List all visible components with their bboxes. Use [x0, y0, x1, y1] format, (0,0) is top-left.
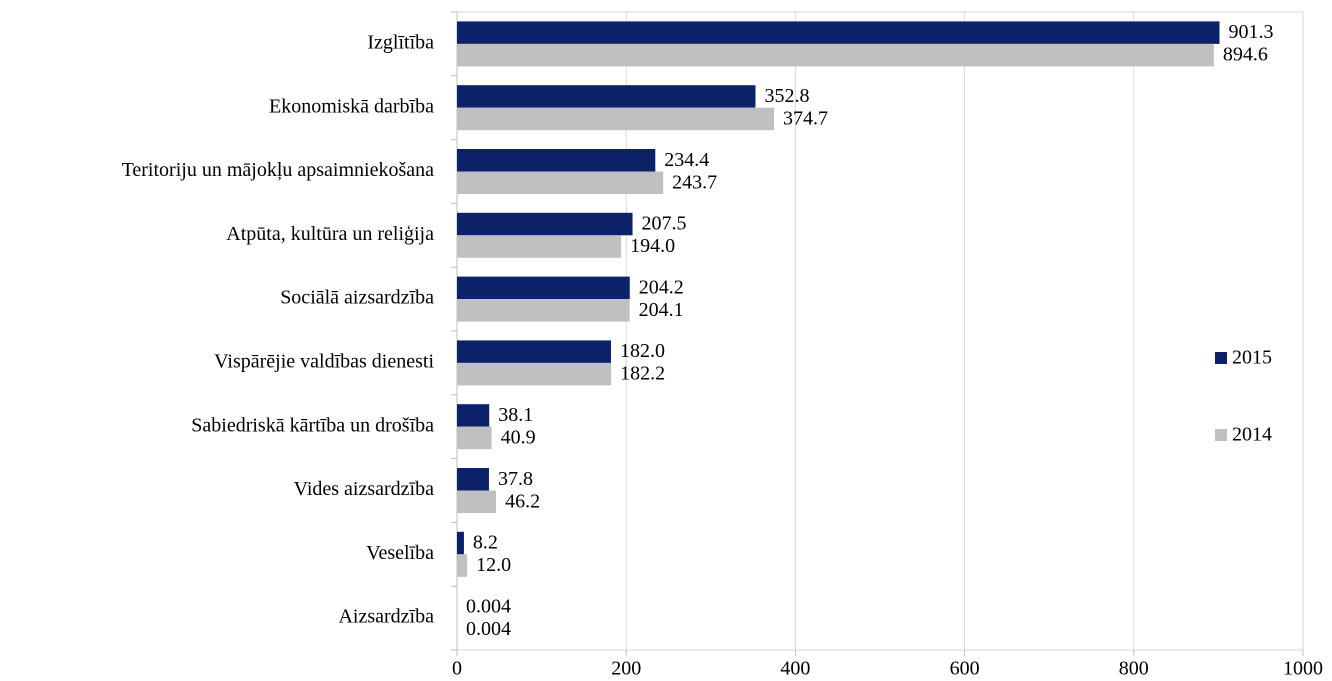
y-tick-label: Izglītība	[367, 31, 434, 53]
value-label: 38.1	[498, 404, 533, 426]
value-label: 12.0	[476, 554, 511, 576]
x-tick-label: 200	[611, 658, 641, 680]
bar	[457, 212, 633, 236]
x-tick-label: 1000	[1283, 658, 1323, 680]
y-tick-label: Veselība	[366, 542, 434, 564]
value-label: 234.4	[664, 149, 709, 171]
value-label: 894.6	[1223, 44, 1268, 66]
bar	[457, 554, 468, 577]
x-tick-label: 400	[780, 658, 810, 680]
value-label: 901.3	[1228, 21, 1273, 43]
x-tick-label: 600	[950, 658, 980, 680]
value-label: 204.2	[639, 276, 684, 298]
bar	[457, 43, 1214, 67]
bar	[457, 235, 622, 258]
value-label: 204.1	[639, 299, 684, 321]
value-label: 40.9	[501, 427, 536, 449]
value-label: 0.004	[466, 595, 511, 617]
value-label: 8.2	[473, 532, 498, 554]
legend-marker	[1215, 352, 1227, 364]
y-tick-label: Atpūta, kultūra un reliģija	[226, 223, 434, 245]
value-label: 46.2	[505, 490, 540, 512]
bar	[457, 149, 656, 172]
bar	[457, 107, 774, 131]
bar	[457, 21, 1220, 44]
value-label: 0.004	[466, 618, 511, 640]
bar	[457, 362, 612, 386]
bar	[457, 171, 664, 194]
bar	[457, 404, 490, 427]
bar	[457, 468, 489, 491]
value-label: 243.7	[672, 171, 717, 193]
bar	[457, 531, 464, 555]
y-tick-label: Teritoriju un mājokļu apsaimniekošana	[122, 159, 435, 181]
y-tick-label: Sabiedriskā kārtība un drošība	[191, 414, 434, 436]
y-tick-label: Ekonomiskā darbība	[269, 95, 434, 117]
y-tick-label: Vides aizsardzība	[294, 478, 435, 500]
value-label: 374.7	[783, 108, 828, 130]
value-label: 194.0	[630, 235, 675, 257]
bar	[457, 299, 630, 322]
value-label: 182.2	[620, 363, 665, 385]
value-label: 207.5	[642, 213, 687, 235]
bar	[457, 340, 611, 363]
bar	[457, 490, 497, 513]
legend-marker	[1215, 429, 1227, 441]
bar	[457, 85, 756, 108]
value-label: 352.8	[764, 85, 809, 107]
legend-label: 2015	[1232, 347, 1272, 369]
y-tick-label: Aizsardzība	[338, 606, 434, 628]
value-label: 182.0	[620, 340, 665, 362]
y-tick-label: Sociālā aizsardzība	[280, 287, 434, 309]
bar	[457, 426, 492, 450]
legend-label: 2014	[1232, 424, 1272, 446]
x-tick-label: 0	[452, 658, 462, 680]
value-label: 37.8	[498, 468, 533, 490]
bar	[457, 276, 630, 300]
y-tick-label: Vispārējie valdības dienesti	[214, 350, 434, 372]
x-tick-label: 800	[1119, 658, 1149, 680]
